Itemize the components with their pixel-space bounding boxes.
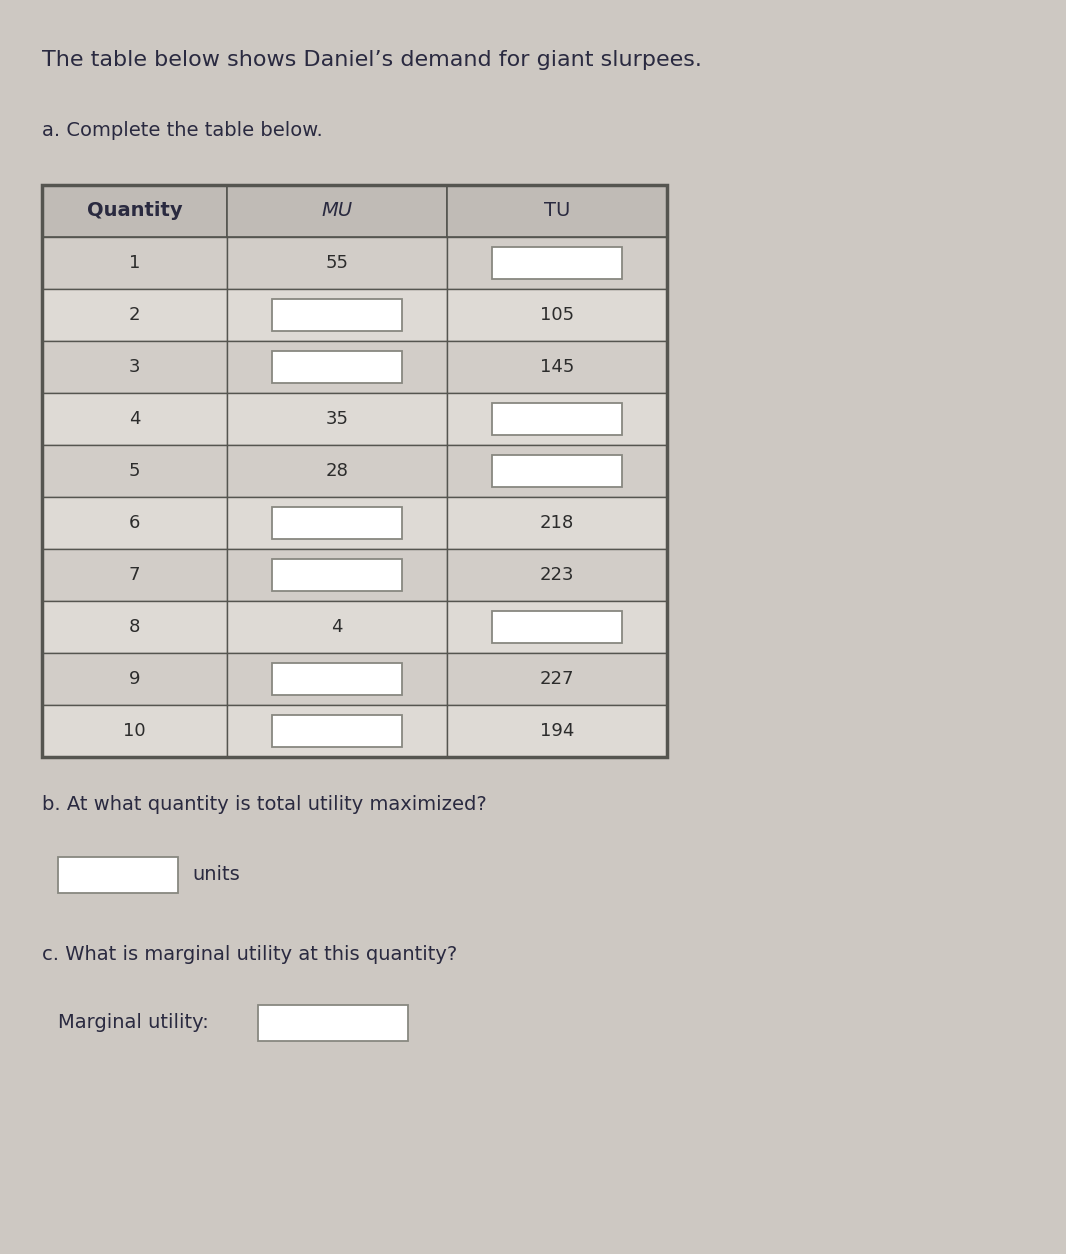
Text: a. Complete the table below.: a. Complete the table below. (42, 120, 323, 139)
Text: 5: 5 (129, 461, 141, 480)
Text: 8: 8 (129, 618, 141, 636)
Bar (272, 507, 402, 539)
Text: MU: MU (322, 202, 353, 221)
Bar (42, 341, 227, 393)
Text: 9: 9 (129, 670, 141, 688)
Text: 3: 3 (129, 357, 141, 376)
Text: c. What is marginal utility at this quantity?: c. What is marginal utility at this quan… (42, 946, 457, 964)
Text: 227: 227 (539, 670, 575, 688)
Bar (447, 288, 667, 341)
Text: 55: 55 (325, 255, 349, 272)
Bar (492, 611, 621, 643)
Bar (227, 705, 447, 757)
Bar (447, 497, 667, 549)
Bar (42, 237, 227, 288)
Bar (492, 247, 621, 278)
Text: b. At what quantity is total utility maximized?: b. At what quantity is total utility max… (42, 795, 487, 815)
Bar (42, 445, 227, 497)
Bar (447, 393, 667, 445)
Bar (227, 393, 447, 445)
Bar (42, 497, 227, 549)
Bar (42, 705, 227, 757)
Text: 194: 194 (539, 722, 575, 740)
Text: 28: 28 (325, 461, 349, 480)
Bar (42, 186, 227, 237)
Bar (272, 298, 402, 331)
Bar (227, 653, 447, 705)
Bar (272, 663, 402, 695)
Text: 223: 223 (539, 566, 575, 584)
Text: units: units (192, 865, 240, 884)
Text: Marginal utility:: Marginal utility: (58, 1013, 209, 1032)
Bar (42, 393, 227, 445)
Bar (58, 856, 178, 893)
Bar (447, 601, 667, 653)
Bar (447, 549, 667, 601)
Text: 4: 4 (332, 618, 343, 636)
Bar (227, 601, 447, 653)
Bar (227, 497, 447, 549)
Bar (227, 341, 447, 393)
Bar (227, 237, 447, 288)
Bar (227, 445, 447, 497)
Bar (492, 455, 621, 487)
Bar (42, 288, 227, 341)
Text: 6: 6 (129, 514, 141, 532)
Bar (42, 549, 227, 601)
Bar (258, 1004, 408, 1041)
Bar (492, 403, 621, 435)
Bar (447, 705, 667, 757)
Bar (227, 186, 447, 237)
Text: 7: 7 (129, 566, 141, 584)
Bar (447, 341, 667, 393)
Bar (447, 445, 667, 497)
Bar (227, 549, 447, 601)
Text: The table below shows Daniel’s demand for giant slurpees.: The table below shows Daniel’s demand fo… (42, 50, 701, 70)
Bar (272, 351, 402, 382)
Bar (447, 186, 667, 237)
Text: Quantity: Quantity (86, 202, 182, 221)
Text: 145: 145 (539, 357, 575, 376)
Text: 35: 35 (325, 410, 349, 428)
Text: 2: 2 (129, 306, 141, 324)
Bar (42, 653, 227, 705)
Text: 1: 1 (129, 255, 141, 272)
Bar (272, 715, 402, 747)
Bar (447, 653, 667, 705)
Bar (447, 237, 667, 288)
Bar (42, 601, 227, 653)
Text: 218: 218 (539, 514, 575, 532)
Text: 105: 105 (540, 306, 575, 324)
Bar (227, 288, 447, 341)
Bar (272, 559, 402, 591)
Text: TU: TU (544, 202, 570, 221)
Text: 10: 10 (124, 722, 146, 740)
Bar (42, 186, 667, 757)
Text: 4: 4 (129, 410, 141, 428)
